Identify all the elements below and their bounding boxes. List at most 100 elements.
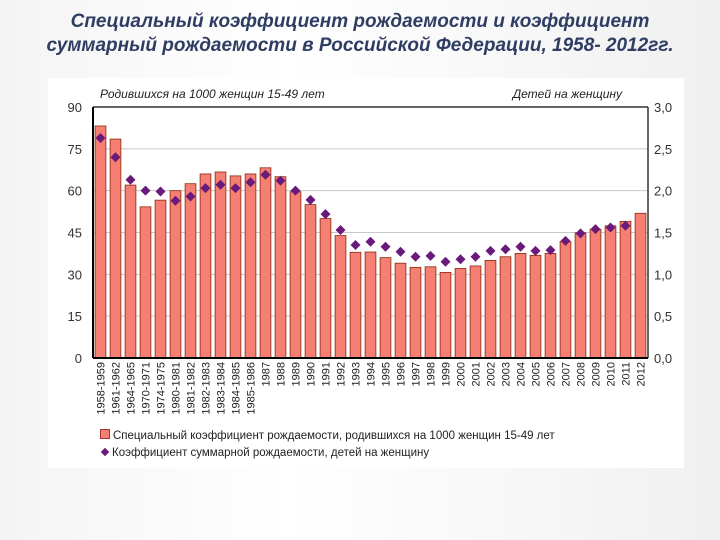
tfr-point (125, 174, 136, 185)
x-tick-label: 1989 (291, 362, 303, 386)
tfr-point (260, 169, 271, 180)
x-tick-label: 1983-1984 (216, 362, 228, 415)
bar (94, 125, 107, 359)
x-tick-label: 1999 (441, 362, 453, 386)
slide-title: Специальный коэффициент рождаемости и ко… (0, 10, 720, 58)
tfr-point (290, 185, 301, 196)
tfr-point (170, 195, 181, 206)
bar (424, 266, 437, 359)
legend-dot-label: Коэффициент суммарной рождаемости, детей… (112, 447, 430, 459)
x-tick-label: 1996 (396, 362, 408, 386)
bar (604, 225, 617, 359)
tfr-point (515, 241, 526, 252)
tfr-point (380, 241, 391, 252)
x-tick-label: 1961-1962 (111, 362, 123, 415)
tfr-point (335, 224, 346, 235)
tfr-point (230, 183, 241, 194)
bar (214, 171, 227, 359)
bar (349, 251, 362, 359)
bar (124, 184, 137, 359)
x-tick-label: 1982-1983 (201, 362, 213, 415)
bar (169, 190, 182, 359)
x-tick-label: 1984-1985 (231, 362, 243, 415)
tfr-point (155, 186, 166, 197)
tfr-point (620, 220, 631, 231)
tfr-point (470, 251, 481, 262)
tfr-point (440, 256, 451, 267)
legend-dot-swatch (100, 447, 110, 457)
right-tick-label: 1,5 (654, 226, 672, 241)
tfr-point (200, 183, 211, 194)
left-tick-label: 45 (68, 226, 82, 241)
tfr-point (185, 191, 196, 202)
tfr-point (575, 228, 586, 239)
bar (454, 268, 467, 359)
bar (184, 183, 197, 359)
x-tick-label: 2010 (606, 362, 618, 386)
chart: Родившихся на 1000 женщин 15-49 лет Детей… (48, 78, 684, 468)
x-tick-label: 1964-1965 (126, 362, 138, 415)
left-tick-label: 60 (68, 184, 82, 199)
right-tick-label: 2,5 (654, 142, 672, 157)
bar (274, 176, 287, 359)
tfr-point (530, 245, 541, 256)
tfr-point (320, 209, 331, 220)
tfr-point (365, 236, 376, 247)
tfr-point (545, 245, 556, 256)
x-tick-label: 1995 (381, 362, 393, 386)
x-tick-label: 2000 (456, 362, 468, 386)
bar (394, 262, 407, 359)
left-tick-label: 75 (68, 142, 82, 157)
bar (484, 259, 497, 359)
x-tick-label: 1994 (366, 362, 378, 386)
bar (499, 256, 512, 359)
right-axis-title: Детей на женщину (511, 87, 623, 101)
tfr-point (245, 177, 256, 188)
chart-svg: Родившихся на 1000 женщин 15-49 лет Детей… (68, 87, 673, 415)
bar (589, 228, 602, 359)
x-tick-label: 2006 (546, 362, 558, 386)
x-tick-label: 1990 (306, 362, 318, 386)
bar (634, 212, 647, 359)
x-tick-label: 1998 (426, 362, 438, 386)
title-line-1: Специальный коэффициент рождаемости и ко… (70, 11, 650, 32)
x-tick-label: 2002 (486, 362, 498, 386)
x-tick-label: 2008 (576, 362, 588, 386)
x-tick-label: 1981-1982 (186, 362, 198, 415)
x-tick-label: 2007 (561, 362, 573, 386)
x-tick-label: 1993 (351, 362, 363, 386)
bar (139, 206, 152, 359)
x-tick-label: 1991 (321, 362, 333, 386)
bar (304, 204, 317, 359)
tfr-point (560, 235, 571, 246)
x-tick-label: 1958-1959 (96, 362, 108, 415)
legend-bar-label: Специальный коэффициент рождаемости, род… (113, 430, 555, 442)
bar (544, 253, 557, 359)
tfr-point (95, 132, 106, 143)
bar (529, 254, 542, 359)
right-tick-label: 2,0 (654, 184, 672, 199)
tfr-point (425, 250, 436, 261)
bar (109, 138, 122, 359)
bar (469, 265, 482, 359)
x-tick-label: 1985-1986 (246, 362, 258, 415)
x-tick-label: 2004 (516, 362, 528, 386)
bar (409, 266, 422, 359)
bar (199, 173, 212, 359)
legend-dot: Коэффициент суммарной рождаемости, детей… (100, 447, 429, 459)
bar (439, 271, 452, 359)
title-line-2: суммарный рождаемости в Российской Федер… (46, 35, 674, 56)
bar (154, 199, 167, 359)
right-tick-label: 0,0 (654, 351, 672, 366)
x-tick-label: 2012 (636, 362, 648, 386)
tfr-point (275, 175, 286, 186)
x-tick-label: 1992 (336, 362, 348, 386)
bar (574, 232, 587, 359)
x-tick-label: 2003 (501, 362, 513, 386)
x-tick-label: 1997 (411, 362, 423, 386)
tfr-point (350, 240, 361, 251)
right-tick-label: 1,0 (654, 267, 672, 282)
tfr-point (110, 152, 121, 163)
x-tick-label: 1970-1971 (141, 362, 153, 415)
tfr-point (215, 179, 226, 190)
